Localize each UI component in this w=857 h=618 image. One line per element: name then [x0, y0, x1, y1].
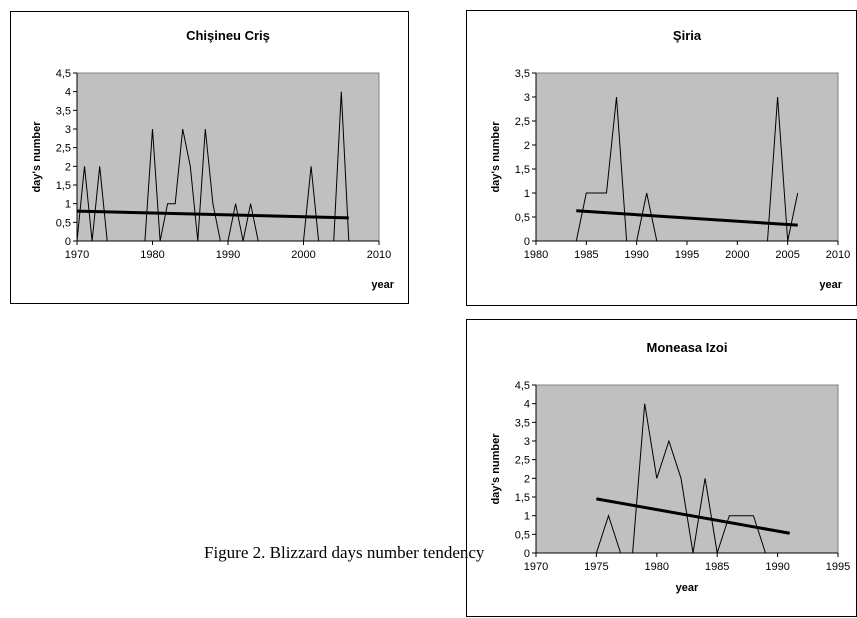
- x-axis-title: year: [819, 279, 842, 291]
- x-tick-label: 2010: [826, 249, 850, 261]
- y-tick-label: 0,5: [56, 217, 71, 229]
- x-tick-label: 1990: [216, 249, 240, 261]
- y-tick-label: 2,5: [515, 116, 530, 128]
- trend-line: [576, 209, 798, 227]
- plot-area: [535, 384, 839, 554]
- x-tick-label: 1985: [574, 249, 598, 261]
- y-tick-label: 2,5: [56, 143, 71, 155]
- x-axis-title: year: [371, 279, 394, 291]
- chart-moneasa-izoi-frame: 0 0,5 1 1,5 2 2,5 3 3,5 4 4,5 1970 1975 1980 1985 1990…: [466, 319, 857, 617]
- y-tick-label: 1: [65, 199, 71, 211]
- trend-line: [76, 209, 349, 220]
- x-tick-label: 2010: [367, 249, 391, 261]
- y-tick-label: 4,5: [515, 380, 530, 392]
- x-tick-label: 1975: [584, 561, 608, 573]
- y-tick-label: 2: [524, 140, 530, 152]
- x-tick-label: 1980: [140, 249, 164, 261]
- y-tick-label: 4: [524, 399, 530, 411]
- series-line: [575, 96, 799, 242]
- y-tick-label: 1,5: [515, 492, 530, 504]
- y-tick-label: 1: [524, 188, 530, 200]
- chart-siria-frame: 0 0,5 1 1,5 2 2,5 3 3,5 1980 1985 1990 1995 2000 2005…: [466, 10, 857, 306]
- y-tick-label: 2: [524, 473, 530, 485]
- x-tick-label: 1985: [705, 561, 729, 573]
- y-axis-title: day's number: [490, 121, 502, 193]
- x-tick-label: 1990: [624, 249, 648, 261]
- trend-line: [596, 497, 790, 535]
- y-axis-title: day's number: [31, 121, 43, 193]
- x-tick-label: 2005: [775, 249, 799, 261]
- y-tick-label: 0,5: [515, 212, 530, 224]
- y-tick-label: 1,5: [515, 164, 530, 176]
- y-tick-label: 2,5: [515, 455, 530, 467]
- y-tick-label: 1: [524, 511, 530, 523]
- y-tick-label: 2: [65, 161, 71, 173]
- y-tick-label: 3: [524, 92, 530, 104]
- y-tick-label: 3: [65, 124, 71, 136]
- y-tick-label: 1,5: [56, 180, 71, 192]
- chart-moneasa-izoi: 0 0,5 1 1,5 2 2,5 3 3,5 4 4,5 1970 1975 1980 1985 1990…: [490, 340, 850, 594]
- chart-chisineu-cris: 0 0,5 1 1,5 2 2,5 3 3,5 4 4,5 1970 1980 1990 2000 2010…: [31, 28, 395, 291]
- x-tick-label: 1990: [765, 561, 789, 573]
- chart-title: Şiria: [673, 28, 702, 43]
- chart-title: Moneasa Izoi: [647, 340, 728, 355]
- chart-title: Chişineu Criş: [186, 28, 270, 43]
- x-tick-label: 1995: [675, 249, 699, 261]
- x-tick-label: 1980: [524, 249, 548, 261]
- x-tick-label: 2000: [291, 249, 315, 261]
- y-tick-label: 3,5: [515, 68, 530, 80]
- y-tick-label: 0: [524, 236, 530, 248]
- y-tick-label: 3: [524, 436, 530, 448]
- figure-caption: Figure 2. Blizzard days number tendency: [204, 543, 485, 562]
- plot-area: [535, 72, 839, 242]
- x-tick-label: 1995: [826, 561, 850, 573]
- y-tick-label: 4: [65, 87, 71, 99]
- chart-chisineu-cris-frame: 0 0,5 1 1,5 2 2,5 3 3,5 4 4,5 1970 1980 1990 2000 2010…: [10, 11, 409, 304]
- y-tick-label: 3,5: [515, 417, 530, 429]
- y-tick-label: 3,5: [56, 105, 71, 117]
- y-axis-title: day's number: [490, 433, 502, 505]
- y-tick-label: 0: [524, 548, 530, 560]
- chart-siria: 0 0,5 1 1,5 2 2,5 3 3,5 1980 1985 1990 1995 2000 2005…: [490, 28, 850, 291]
- y-tick-label: 0: [65, 236, 71, 248]
- x-axis-title: year: [676, 582, 699, 594]
- series-line: [76, 91, 350, 242]
- x-tick-label: 1970: [524, 561, 548, 573]
- x-tick-label: 2000: [725, 249, 749, 261]
- y-tick-label: 4,5: [56, 68, 71, 80]
- x-tick-label: 1980: [645, 561, 669, 573]
- y-tick-label: 0,5: [515, 529, 530, 541]
- x-tick-label: 1970: [65, 249, 89, 261]
